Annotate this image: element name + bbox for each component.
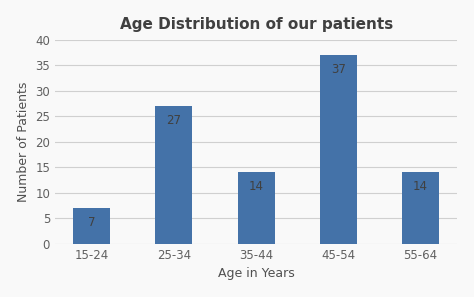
- Text: 14: 14: [413, 180, 428, 193]
- Bar: [320, 55, 357, 244]
- Bar: [155, 106, 192, 244]
- Text: 37: 37: [331, 63, 346, 76]
- Bar: [237, 173, 274, 244]
- Bar: [73, 208, 110, 244]
- X-axis label: Age in Years: Age in Years: [218, 267, 294, 280]
- Text: 27: 27: [166, 114, 182, 127]
- Text: 7: 7: [88, 216, 95, 229]
- Title: Age Distribution of our patients: Age Distribution of our patients: [119, 17, 393, 32]
- Bar: [402, 173, 439, 244]
- Text: 14: 14: [249, 180, 264, 193]
- Y-axis label: Number of Patients: Number of Patients: [17, 82, 30, 202]
